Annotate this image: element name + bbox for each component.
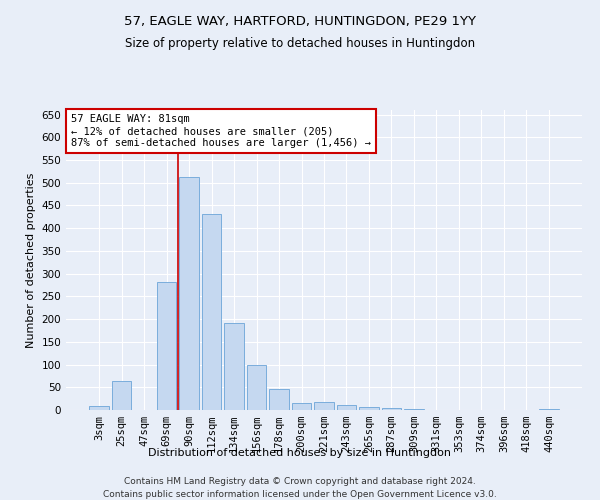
Bar (359, 407, 379, 410)
Text: 57, EAGLE WAY, HARTFORD, HUNTINGDON, PE29 1YY: 57, EAGLE WAY, HARTFORD, HUNTINGDON, PE2… (124, 15, 476, 28)
Bar (382, 408, 401, 410)
Bar (247, 364, 266, 410)
Bar (112, 382, 131, 410)
Bar (89, 406, 109, 410)
Text: Size of property relative to detached houses in Huntingdon: Size of property relative to detached ho… (125, 38, 475, 51)
Bar (157, 282, 176, 410)
Bar (337, 406, 356, 410)
Bar (179, 178, 199, 410)
Bar (269, 388, 289, 410)
Bar (404, 409, 424, 410)
Bar (314, 402, 334, 410)
Bar (224, 323, 244, 410)
Text: Contains HM Land Registry data © Crown copyright and database right 2024.: Contains HM Land Registry data © Crown c… (124, 478, 476, 486)
Text: Contains public sector information licensed under the Open Government Licence v3: Contains public sector information licen… (103, 490, 497, 499)
Bar (292, 403, 311, 410)
Text: Distribution of detached houses by size in Huntingdon: Distribution of detached houses by size … (149, 448, 452, 458)
Bar (539, 409, 559, 410)
Y-axis label: Number of detached properties: Number of detached properties (26, 172, 36, 348)
Text: 57 EAGLE WAY: 81sqm
← 12% of detached houses are smaller (205)
87% of semi-detac: 57 EAGLE WAY: 81sqm ← 12% of detached ho… (71, 114, 371, 148)
Bar (202, 214, 221, 410)
